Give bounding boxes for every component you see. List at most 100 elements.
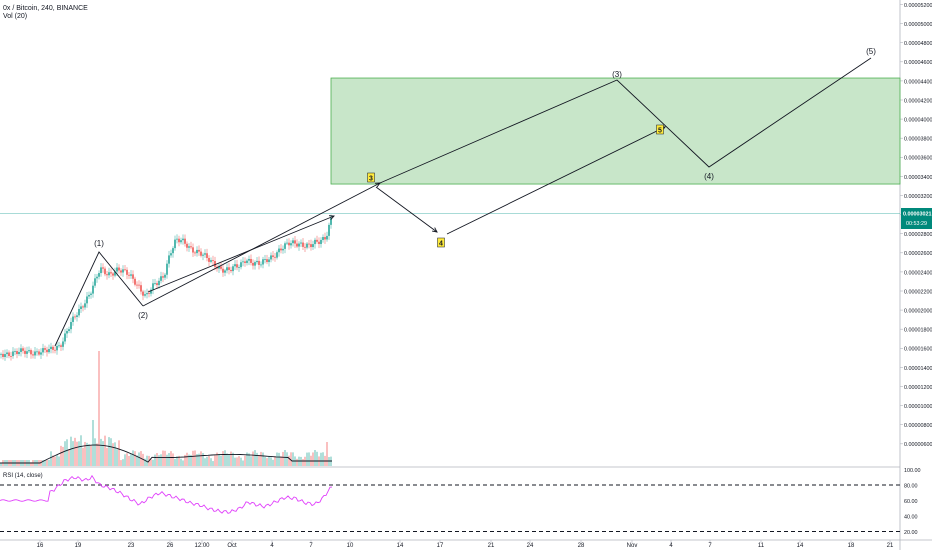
candle-body [172,248,174,254]
candle-body [264,259,266,260]
volume-bar [118,440,120,466]
volume-bar [222,451,224,466]
volume-bar [100,438,102,466]
candle-body [166,263,168,275]
candle-body [206,253,208,258]
volume-bar [216,452,218,466]
candle-body [322,237,324,240]
candle-body [288,242,290,246]
volume-bar [188,454,190,466]
volume-bar [160,454,162,466]
volume-bar [256,452,258,466]
volume-bar [48,460,50,466]
volume-bar [248,453,250,466]
candle-body [226,267,228,271]
candle-body [218,266,220,269]
candle-body [80,306,82,309]
time-tick-label: 17 [437,543,444,549]
wave-label-2: (2) [138,311,148,320]
candle-body [158,280,160,286]
volume-bar [116,449,118,466]
price-tick-label: 0.00002600 [904,251,932,257]
candle-body [220,266,222,269]
volume-bar [218,453,220,466]
volume-bar [328,457,330,466]
price-tick-label: 0.00005000 [904,22,932,28]
volume-bar [232,452,234,466]
candle-body [38,351,40,355]
volume-bar [314,450,316,466]
rsi-line [0,474,333,514]
candle-body [92,285,94,294]
candle-body [2,353,4,357]
candle-body [100,267,102,274]
candle-body [58,345,60,347]
volume-bar [220,455,222,466]
volume-bar [284,450,286,466]
volume-bar [122,459,124,466]
candle-body [50,346,52,349]
candle-body [162,276,164,278]
candle-body [252,262,254,266]
volume-bar [302,459,304,466]
candle-body [122,269,124,273]
candle-body [138,284,140,286]
candle-body [94,278,96,286]
volume-bar [70,436,72,466]
price-tick-label: 0.00005200 [904,3,932,9]
candle-body [186,243,188,248]
candle-body [296,243,298,247]
candle-body [246,260,248,263]
candle-body [266,259,268,263]
volume-bar [214,455,216,466]
volume-bar [120,460,122,466]
candle-body [204,253,206,255]
volume-bar [30,462,32,466]
volume-bar [84,441,86,466]
volume-bar [238,456,240,466]
volume-bar [112,443,114,466]
candle-body [310,244,312,248]
candle-body [300,242,302,244]
candle-body [96,276,98,279]
volume-bar [102,441,104,466]
candle-body [146,293,148,295]
price-tick-label: 0.00001800 [904,328,932,334]
volume-bar [66,439,68,466]
candle-body [194,252,196,254]
candle-body [82,306,84,308]
volume-legend: Vol (20) [3,13,28,20]
volume-bar [288,455,290,466]
volume-bar [280,456,282,466]
candle-body [312,244,314,248]
volume-bar [278,452,280,466]
candle-body [156,283,158,286]
volume-bar [124,454,126,466]
candle-body [128,274,130,276]
candle-body [150,289,152,294]
volume-bar [46,460,48,466]
candle-body [202,254,204,256]
candle-body [108,272,110,276]
symbol-title: 0x / Bitcoin, 240, BINANCE [3,5,88,12]
time-tick-label: 14 [397,543,404,549]
sub-wave-label-5: 5 [658,128,662,135]
candle-body [10,355,12,357]
volume-bar [88,444,90,466]
candle-body [36,351,38,353]
volume-bar [168,453,170,466]
time-tick-label: 16 [37,543,44,549]
candle-body [280,248,282,251]
candle-body [198,249,200,252]
candle-body [106,274,108,276]
candle-body [284,243,286,249]
candle-body [86,296,88,304]
volume-bar [170,451,172,466]
time-tick-label: 7 [309,543,313,549]
volume-bar [162,450,164,466]
current-price-badge: 0.00003021 00:53:29 [901,208,932,229]
candle-body [254,262,256,266]
volume-bar [300,456,302,466]
